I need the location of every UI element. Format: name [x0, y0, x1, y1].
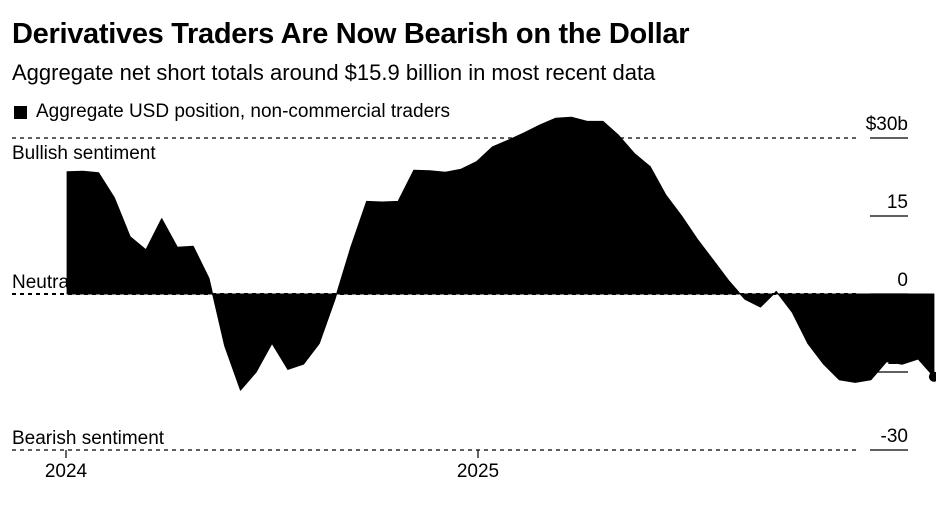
x-tick-label-1: 2025: [457, 461, 499, 482]
y-tick-label-2: 0: [897, 270, 908, 291]
legend-label: Aggregate USD position, non-commercial t…: [36, 101, 450, 122]
y-tick-label-3: -15: [881, 348, 908, 369]
annotation-1: Neutral: [12, 272, 73, 293]
latest-value-dot: [928, 371, 936, 382]
chart-title: Derivatives Traders Are Now Bearish on t…: [12, 18, 690, 50]
chart-subtitle: Aggregate net short totals around $15.9 …: [12, 60, 656, 85]
y-tick-label-4: -30: [881, 426, 908, 447]
series-area: [66, 116, 935, 391]
annotation-0: Bullish sentiment: [12, 143, 156, 164]
y-tick-label-1: 15: [887, 192, 908, 213]
legend-swatch: [14, 105, 27, 119]
legend: Aggregate USD position, non-commercial t…: [14, 101, 450, 123]
annotation-2: Bearish sentiment: [12, 428, 165, 449]
x-tick-label-0: 2024: [45, 461, 88, 482]
y-tick-label-0: $30b: [866, 114, 908, 135]
